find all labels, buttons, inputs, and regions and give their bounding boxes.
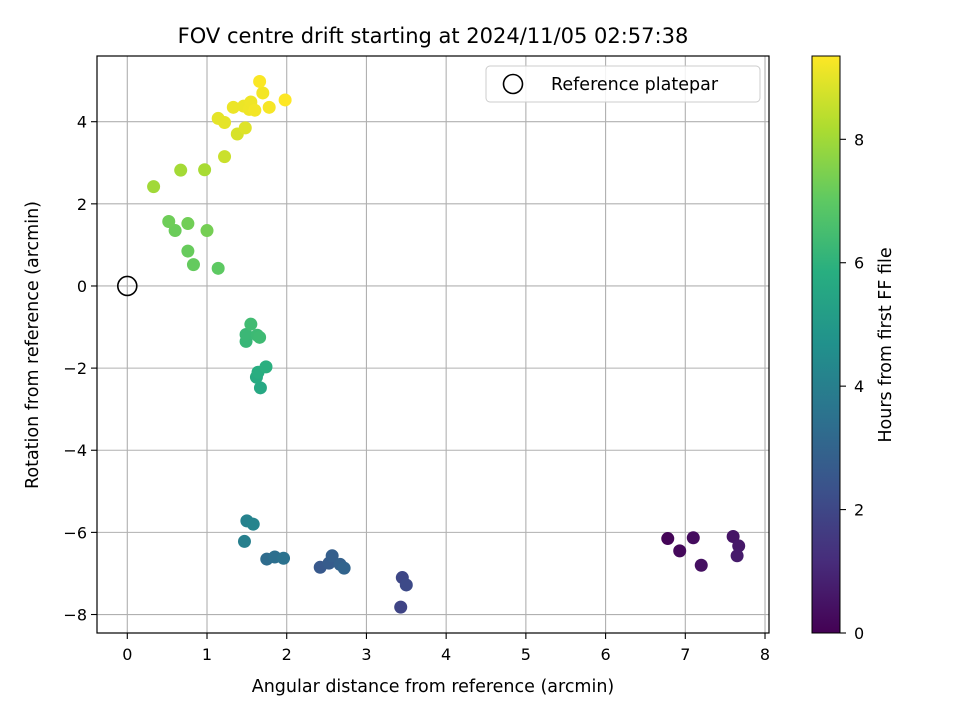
data-point (147, 180, 161, 194)
data-point (726, 529, 740, 543)
data-point (277, 551, 291, 565)
data-point (337, 561, 351, 575)
data-point (394, 600, 408, 614)
data-point (200, 224, 214, 238)
data-point (218, 150, 232, 164)
data-point (673, 544, 687, 558)
x-axis-label: Angular distance from reference (arcmin) (252, 677, 615, 697)
x-tick-label: 2 (282, 645, 292, 664)
data-point (168, 224, 182, 238)
data-point (181, 244, 195, 258)
data-point (732, 539, 746, 553)
x-tick-label: 6 (600, 645, 610, 664)
data-point (174, 163, 188, 177)
y-axis-label: Rotation from reference (arcmin) (23, 201, 43, 489)
y-tick-label: −2 (63, 359, 87, 378)
scatter-points (147, 74, 746, 614)
data-point (278, 93, 292, 107)
y-tick-label: 4 (77, 113, 87, 132)
legend-label: Reference platepar (551, 75, 719, 95)
data-point (253, 381, 267, 395)
data-point (198, 163, 212, 177)
colorbar-tick-label: 6 (854, 254, 864, 273)
colorbar-ticks: 0 2 4 6 8 (840, 130, 864, 643)
data-point (248, 103, 262, 117)
y-tick-label: 0 (77, 277, 87, 296)
data-point (237, 534, 251, 548)
colorbar-frame (811, 55, 841, 634)
data-point (238, 121, 252, 135)
data-point (186, 258, 200, 272)
x-tick-label: 4 (441, 645, 451, 664)
data-point (325, 549, 339, 563)
data-point (253, 74, 267, 88)
data-point (262, 100, 276, 114)
data-point (694, 558, 708, 572)
colorbar-tick-label: 4 (854, 377, 864, 396)
y-tick-label: 2 (77, 195, 87, 214)
y-tick-label: −8 (63, 606, 87, 625)
x-tick-label: 7 (680, 645, 690, 664)
plot-frame (96, 55, 770, 634)
reference-platepar-marker (116, 275, 138, 297)
legend-box (485, 65, 761, 103)
y-tick-label: −4 (63, 441, 87, 460)
data-point (246, 517, 260, 531)
data-point (686, 531, 700, 545)
x-tick-label: 1 (202, 645, 212, 664)
data-point (162, 215, 176, 229)
grid-lines (97, 56, 769, 633)
colorbar-tick-label: 0 (854, 624, 864, 643)
data-point (226, 100, 240, 114)
colorbar: 0 2 4 6 8 Hours from first FF file (811, 55, 896, 643)
x-tick-label: 5 (521, 645, 531, 664)
data-point (730, 549, 744, 563)
y-axis-ticks: −8 −6 −4 −2 0 2 4 (63, 113, 97, 625)
x-tick-label: 8 (760, 645, 770, 664)
data-point (661, 532, 675, 546)
data-point (244, 317, 258, 331)
colorbar-gradient (812, 56, 840, 633)
colorbar-tick-label: 2 (854, 501, 864, 520)
legend-reference-marker (502, 73, 524, 95)
data-point (218, 116, 232, 130)
legend: Reference platepar (485, 65, 761, 103)
x-tick-label: 3 (361, 645, 371, 664)
data-point (239, 327, 253, 341)
colorbar-label: Hours from first FF file (876, 247, 896, 442)
data-point (181, 217, 195, 231)
y-tick-label: −6 (63, 523, 87, 542)
data-point (211, 261, 225, 275)
data-point (259, 360, 273, 374)
chart-title: FOV centre drift starting at 2024/11/05 … (178, 24, 689, 48)
data-point (399, 578, 413, 592)
x-axis-ticks: 0 1 2 3 4 5 6 7 8 (122, 633, 770, 664)
x-tick-label: 0 (122, 645, 132, 664)
colorbar-tick-label: 8 (854, 130, 864, 149)
data-point (256, 86, 270, 100)
data-point (253, 330, 267, 344)
